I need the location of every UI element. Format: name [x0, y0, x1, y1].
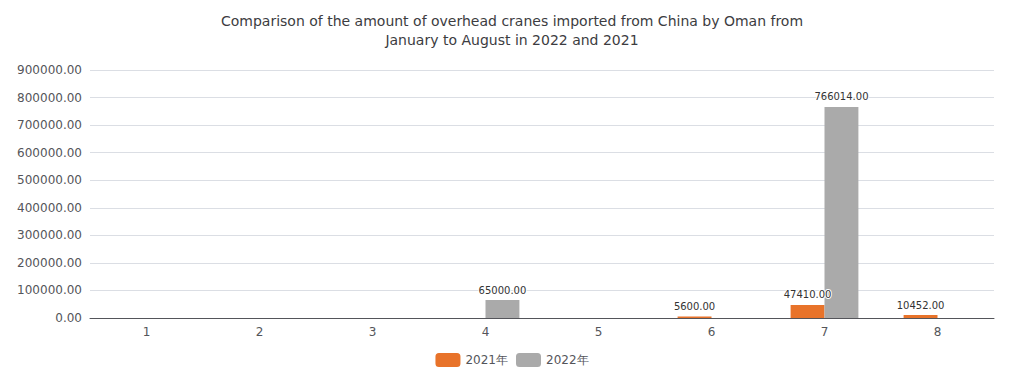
svg-text:2021年: 2021年: [465, 353, 508, 367]
svg-text:6: 6: [708, 325, 716, 339]
svg-text:100000.00: 100000.00: [17, 283, 82, 297]
svg-text:January to August in 2022 and: January to August in 2022 and 2021: [384, 32, 638, 48]
svg-text:400000.00: 400000.00: [17, 201, 82, 215]
svg-text:8: 8: [934, 325, 942, 339]
svg-text:766014.00: 766014.00: [814, 91, 868, 102]
svg-text:5: 5: [595, 325, 603, 339]
svg-text:800000.00: 800000.00: [17, 91, 82, 105]
svg-text:900000.00: 900000.00: [17, 63, 82, 77]
svg-text:2: 2: [256, 325, 264, 339]
svg-text:4: 4: [482, 325, 490, 339]
svg-text:10452.00: 10452.00: [897, 300, 945, 311]
svg-text:2022年: 2022年: [546, 353, 589, 367]
svg-text:65000.00: 65000.00: [479, 285, 527, 296]
svg-text:500000.00: 500000.00: [17, 173, 82, 187]
svg-text:1: 1: [143, 325, 151, 339]
svg-text:700000.00: 700000.00: [17, 118, 82, 132]
svg-text:7: 7: [821, 325, 829, 339]
svg-text:47410.00: 47410.00: [784, 289, 832, 300]
svg-text:3: 3: [369, 325, 377, 339]
svg-text:5600.00: 5600.00: [674, 301, 715, 312]
svg-text:0.00: 0.00: [55, 311, 82, 325]
svg-text:300000.00: 300000.00: [17, 228, 82, 242]
svg-text:Comparison of the amount of ov: Comparison of the amount of overhead cra…: [221, 13, 803, 29]
svg-text:600000.00: 600000.00: [17, 146, 82, 160]
svg-text:200000.00: 200000.00: [17, 256, 82, 270]
